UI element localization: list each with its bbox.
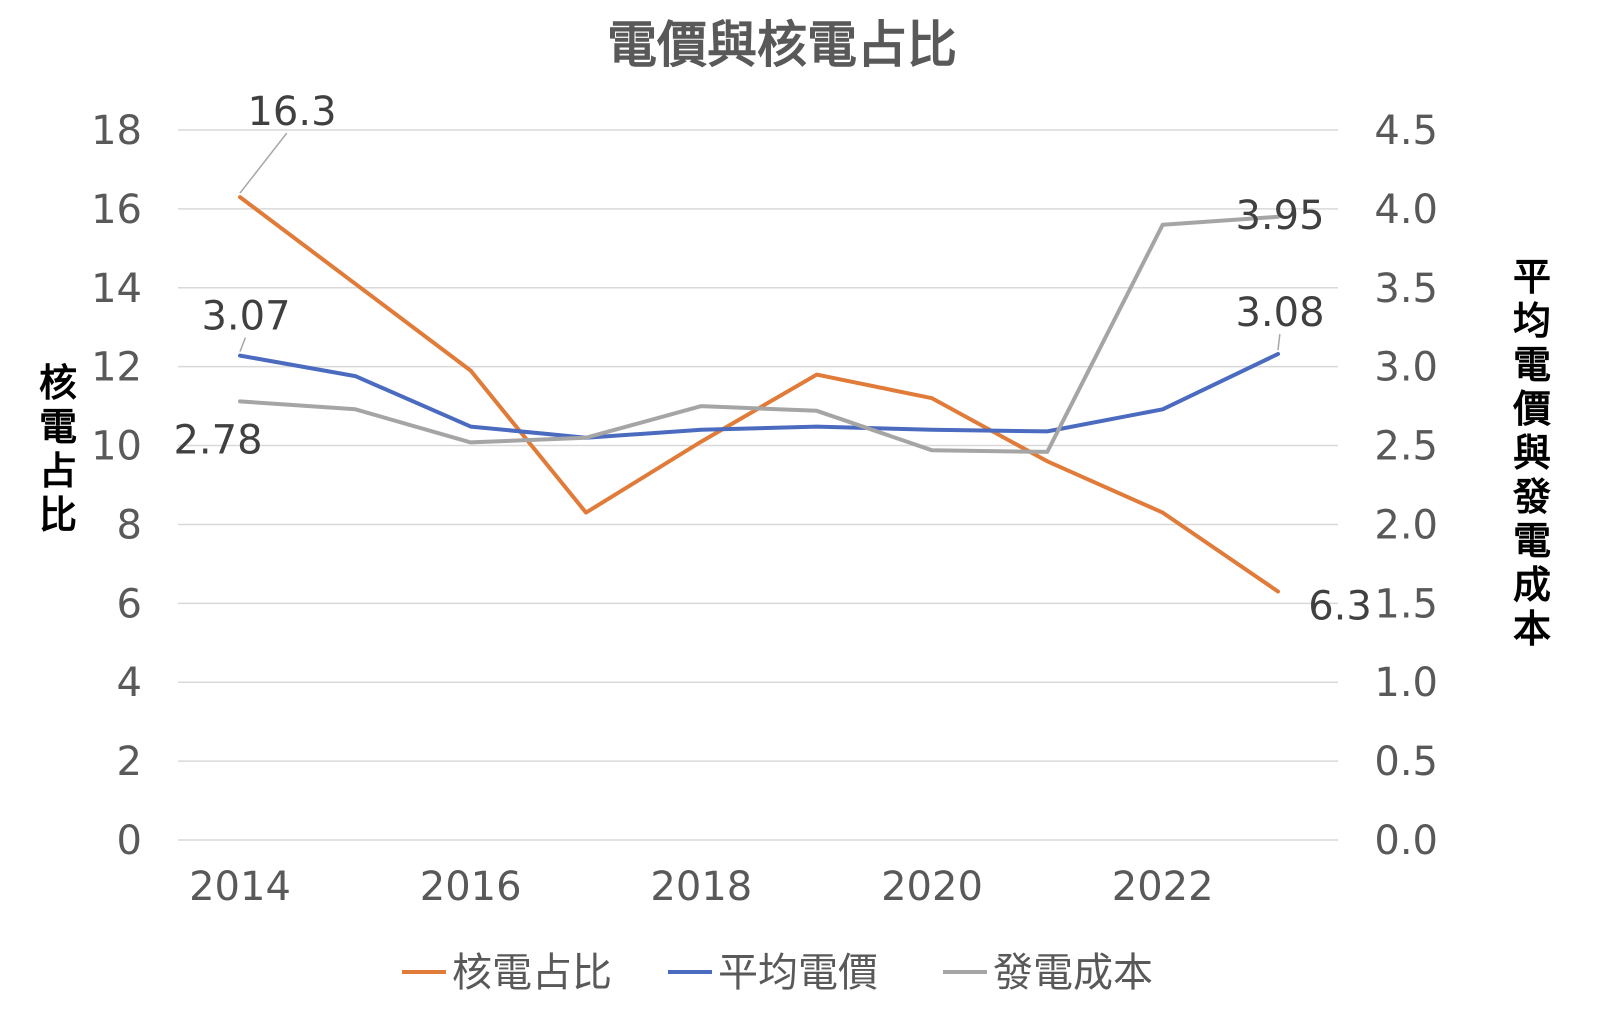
left-tick-label: 12 bbox=[91, 345, 142, 391]
right-tick-label: 4.0 bbox=[1374, 187, 1438, 233]
right-axis-title-char: 本 bbox=[1513, 607, 1551, 651]
label-leader bbox=[239, 132, 288, 194]
right-axis-title-char: 平 bbox=[1513, 255, 1551, 299]
left-tick-label: 0 bbox=[117, 818, 142, 864]
right-axis-title-char: 均 bbox=[1513, 299, 1551, 343]
chart-title: 電價與核電占比 bbox=[607, 16, 957, 74]
data-labels: 16.3 6.3 3.07 3.08 2.78 3.95 bbox=[173, 89, 1371, 629]
left-tick-label: 2 bbox=[117, 739, 142, 785]
left-axis-title-char: 核 bbox=[39, 361, 77, 405]
data-label: 3.08 bbox=[1235, 290, 1324, 336]
right-axis-title-char: 成 bbox=[1513, 563, 1551, 607]
left-tick-label: 18 bbox=[91, 108, 142, 154]
right-axis-title-char: 與 bbox=[1513, 431, 1551, 475]
left-tick-label: 16 bbox=[91, 187, 142, 233]
right-tick-label: 0.0 bbox=[1374, 818, 1438, 864]
right-axis-title-char: 發 bbox=[1512, 475, 1551, 519]
data-label: 16.3 bbox=[247, 89, 336, 135]
left-axis-title-char: 比 bbox=[39, 493, 77, 537]
left-axis-title-char: 電 bbox=[39, 405, 77, 449]
right-tick-label: 2.0 bbox=[1374, 502, 1438, 548]
right-tick-label: 3.5 bbox=[1374, 266, 1438, 312]
right-axis-title-char: 價 bbox=[1512, 387, 1551, 431]
x-tick-label: 2016 bbox=[420, 864, 522, 910]
label-leader bbox=[1277, 333, 1281, 351]
left-axis-title-char: 占 bbox=[39, 449, 77, 493]
right-tick-label: 2.5 bbox=[1374, 424, 1438, 470]
left-tick-label: 4 bbox=[117, 660, 142, 706]
series-line bbox=[238, 352, 1280, 440]
x-axis-ticks: 2014 2016 2018 2020 2022 bbox=[189, 864, 1213, 910]
x-tick-label: 2014 bbox=[189, 864, 291, 910]
data-label: 6.3 bbox=[1308, 584, 1372, 630]
left-axis-title: 核電占比 bbox=[39, 361, 77, 537]
series-layer bbox=[238, 195, 1280, 594]
data-label: 3.07 bbox=[201, 294, 290, 340]
x-tick-label: 2018 bbox=[650, 864, 752, 910]
right-tick-label: 0.5 bbox=[1374, 739, 1438, 785]
left-axis-ticks: 0 2 4 6 8 10 12 14 16 18 bbox=[91, 108, 142, 864]
legend: 核電占比 平均電價 發電成本 bbox=[402, 950, 1153, 996]
left-tick-label: 14 bbox=[91, 266, 142, 312]
right-tick-label: 1.0 bbox=[1374, 660, 1438, 706]
x-tick-label: 2022 bbox=[1112, 864, 1214, 910]
data-label: 2.78 bbox=[173, 417, 262, 463]
legend-label: 發電成本 bbox=[993, 950, 1153, 996]
x-tick-label: 2020 bbox=[881, 864, 983, 910]
left-tick-label: 10 bbox=[91, 424, 142, 470]
left-tick-label: 8 bbox=[117, 502, 142, 548]
left-tick-label: 6 bbox=[117, 581, 142, 627]
legend-label: 核電占比 bbox=[452, 950, 612, 996]
right-axis-title-char: 電 bbox=[1513, 519, 1551, 563]
data-label: 3.95 bbox=[1235, 193, 1324, 239]
right-axis-ticks: 0.0 0.5 1.0 1.5 2.0 2.5 3.0 3.5 4.0 4.5 bbox=[1374, 108, 1438, 864]
legend-label: 平均電價 bbox=[718, 950, 878, 996]
right-axis-title-char: 電 bbox=[1513, 343, 1551, 387]
label-leader bbox=[239, 337, 247, 352]
right-tick-label: 4.5 bbox=[1374, 108, 1438, 154]
series-line bbox=[238, 214, 1280, 454]
right-tick-label: 1.5 bbox=[1374, 581, 1438, 627]
right-tick-label: 3.0 bbox=[1374, 345, 1438, 391]
gridlines bbox=[178, 129, 1338, 841]
